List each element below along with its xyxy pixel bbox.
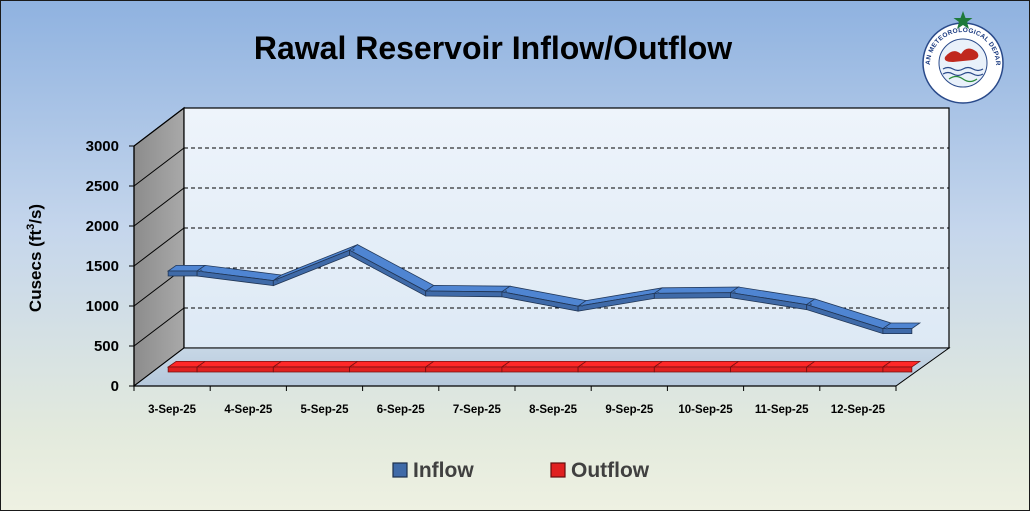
legend-label-outflow: Outflow bbox=[571, 459, 650, 482]
y-tick-label: 500 bbox=[94, 338, 119, 355]
series-segment-front bbox=[653, 292, 731, 299]
data-point bbox=[580, 365, 584, 368]
side-grid-line bbox=[133, 227, 185, 267]
data-point bbox=[199, 269, 203, 272]
legend-swatch-inflow bbox=[392, 462, 408, 478]
data-point bbox=[885, 327, 889, 330]
y-axis-ticks: 0 500 1000 1500 2000 2500 3000 bbox=[86, 138, 134, 395]
chart-title: Rawal Reservoir Inflow/Outflow bbox=[254, 30, 732, 66]
series-inflow bbox=[166, 244, 922, 335]
side-grid-line bbox=[133, 107, 185, 147]
data-point bbox=[733, 291, 736, 294]
data-point bbox=[199, 365, 203, 368]
series-outflow bbox=[166, 360, 922, 373]
series-segment-front bbox=[653, 366, 731, 373]
series-segment-top bbox=[272, 360, 359, 368]
series-segment-top bbox=[576, 360, 664, 368]
series-segment-front bbox=[577, 366, 655, 373]
series-segment-top bbox=[424, 360, 512, 368]
x-tick-label: 6-Sep-25 bbox=[377, 404, 426, 416]
plot-area bbox=[132, 106, 951, 388]
data-point bbox=[657, 365, 660, 368]
series-segment-top bbox=[729, 360, 816, 368]
series-segment-front bbox=[882, 328, 913, 335]
data-point bbox=[733, 365, 736, 368]
data-point bbox=[428, 365, 431, 368]
data-point bbox=[809, 365, 812, 368]
x-tick-label: 10-Sep-25 bbox=[678, 404, 733, 416]
series-segment-front bbox=[501, 366, 579, 373]
series-segment-front bbox=[167, 270, 198, 277]
x-tick-label: 4-Sep-25 bbox=[224, 404, 273, 416]
side-grid-line bbox=[133, 307, 185, 347]
data-point bbox=[809, 303, 812, 306]
side-grid-line bbox=[133, 147, 185, 187]
series-segment-top bbox=[500, 360, 588, 368]
legend-swatch-outflow bbox=[550, 462, 566, 478]
x-tick-label: 12-Sep-25 bbox=[831, 404, 886, 416]
legend-label-inflow: Inflow bbox=[413, 459, 474, 482]
x-tick-label: 9-Sep-25 bbox=[605, 404, 654, 416]
x-tick-label: 3-Sep-25 bbox=[148, 404, 197, 416]
y-tick-label: 2000 bbox=[86, 218, 119, 235]
y-tick-label: 0 bbox=[111, 378, 119, 395]
data-point bbox=[276, 279, 279, 282]
y-tick-label: 3000 bbox=[86, 138, 119, 155]
series-segment-front bbox=[349, 366, 427, 373]
pmd-logo-icon: PAKISTAN METEOROLOGICAL DEPARTMENT bbox=[922, 11, 1004, 104]
series-segment-top bbox=[195, 360, 283, 368]
y-tick-label: 1000 bbox=[86, 298, 119, 315]
series-segment-top bbox=[348, 360, 435, 368]
y-tick-label: 1500 bbox=[86, 258, 119, 275]
series-segment-front bbox=[730, 366, 808, 373]
data-point bbox=[276, 365, 279, 368]
y-tick-label: 2500 bbox=[86, 178, 119, 195]
data-point bbox=[657, 291, 660, 295]
x-tick-label: 7-Sep-25 bbox=[453, 404, 502, 416]
x-tick-label: 5-Sep-25 bbox=[301, 404, 350, 416]
data-point bbox=[885, 365, 889, 368]
series-segment-front bbox=[806, 366, 884, 373]
x-tick-label: 8-Sep-25 bbox=[529, 404, 578, 416]
y-axis-label: Cusecs (ft3/s) bbox=[25, 204, 45, 312]
side-grid-line bbox=[133, 187, 185, 227]
data-point bbox=[352, 365, 355, 368]
series-segment-front bbox=[272, 366, 350, 373]
data-point bbox=[428, 289, 431, 292]
series-segment-top bbox=[653, 360, 740, 368]
legend: Inflow Outflow bbox=[392, 459, 650, 482]
data-point bbox=[504, 290, 508, 293]
series-segment-front bbox=[196, 366, 274, 373]
series-segment-front bbox=[167, 366, 198, 373]
series-layer bbox=[166, 244, 922, 373]
series-segment-front bbox=[425, 366, 503, 373]
data-point bbox=[504, 365, 508, 368]
data-point bbox=[580, 304, 584, 308]
x-tick-label: 11-Sep-25 bbox=[755, 404, 809, 416]
series-segment-front bbox=[425, 290, 503, 298]
x-axis-ticks: 3-Sep-25 4-Sep-25 5-Sep-25 6-Sep-25 7-Sep-25… bbox=[133, 386, 897, 416]
data-point bbox=[352, 248, 355, 252]
series-segment-front bbox=[882, 366, 913, 373]
series-segment-top bbox=[805, 360, 893, 368]
